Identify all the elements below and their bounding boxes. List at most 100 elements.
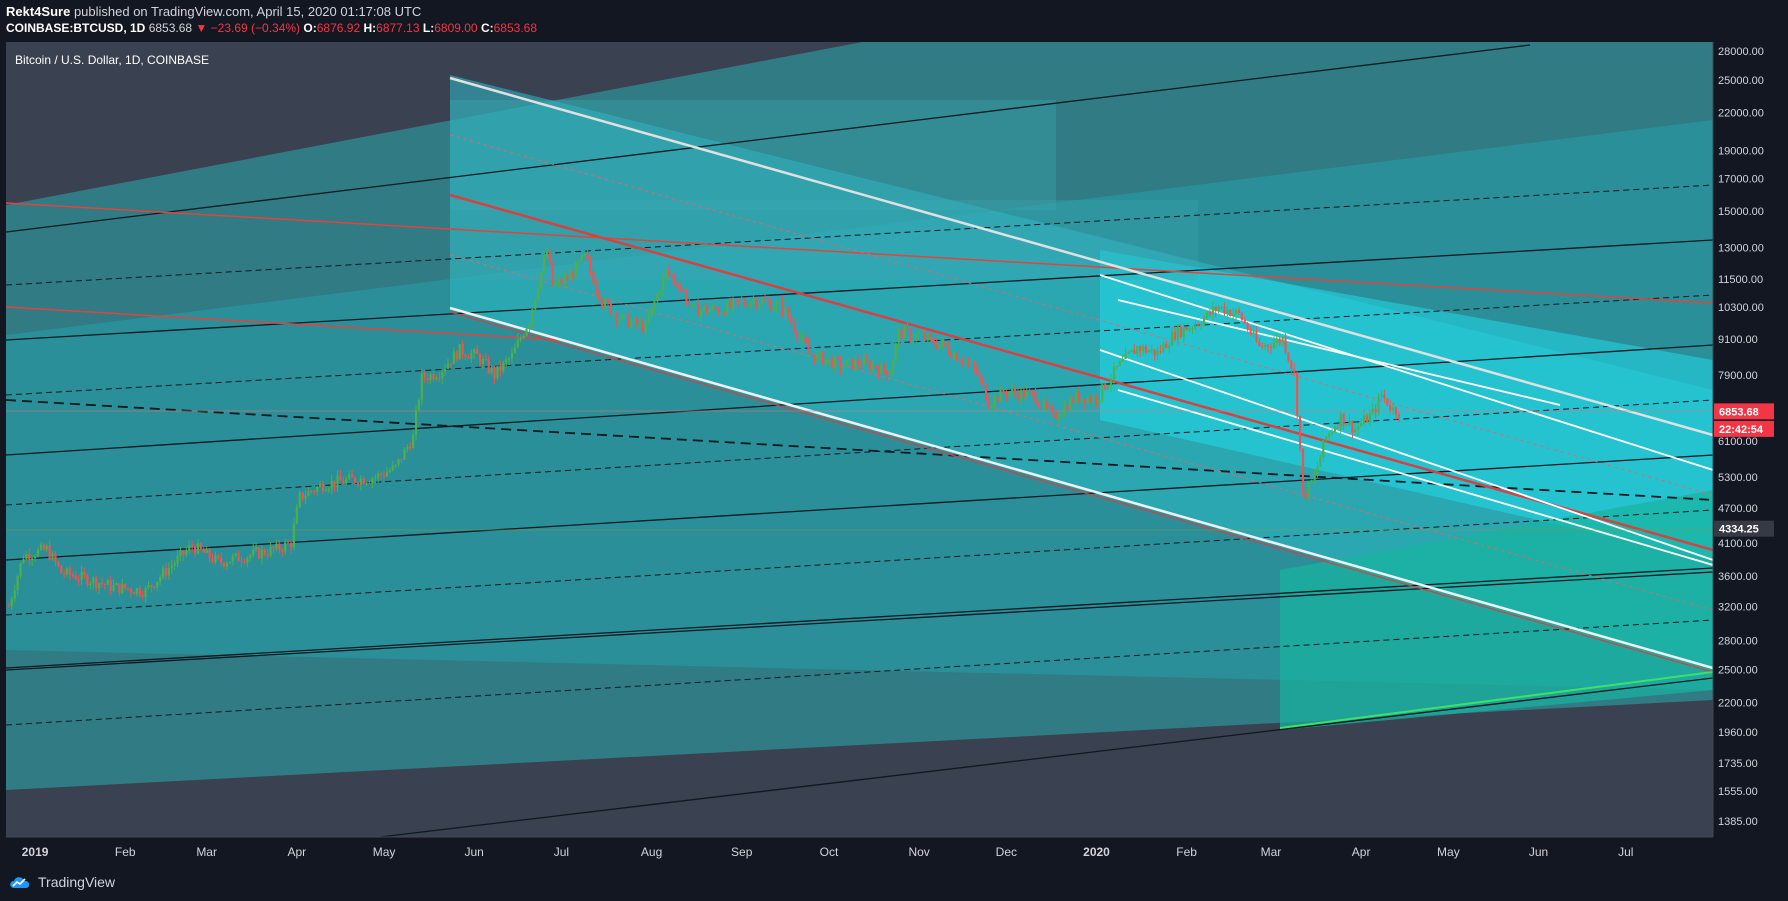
tradingview-logo[interactable]: TradingView xyxy=(8,874,115,890)
price-label-text: 6853.68 xyxy=(1719,406,1759,418)
candle xyxy=(1371,403,1374,416)
candle xyxy=(571,268,575,284)
time-tick-label: Aug xyxy=(641,845,662,859)
price-axis[interactable]: 28000.00 25000.00 22000.00 19000.00 17000.00… xyxy=(1718,46,1764,828)
candle xyxy=(490,365,493,376)
candle xyxy=(987,395,991,409)
candle xyxy=(461,340,464,359)
candle xyxy=(54,550,57,567)
candle xyxy=(1278,335,1281,347)
candle xyxy=(150,584,153,593)
candle xyxy=(1307,480,1310,501)
candle xyxy=(25,551,28,561)
candle xyxy=(231,553,234,566)
candle xyxy=(1139,345,1142,358)
candle xyxy=(775,299,778,315)
candle xyxy=(848,356,851,365)
candle xyxy=(1054,407,1057,421)
candle xyxy=(999,385,1002,402)
candle xyxy=(510,347,514,364)
candle xyxy=(1322,440,1325,463)
price-tick-label: 17000.00 xyxy=(1718,174,1764,186)
candle xyxy=(755,296,758,311)
candle xyxy=(7,602,11,608)
candle xyxy=(420,368,423,406)
time-tick-label: Apr xyxy=(1352,845,1371,859)
price-tick-label: 15000.00 xyxy=(1718,206,1764,218)
candle xyxy=(714,301,717,313)
candle xyxy=(42,542,45,551)
candle xyxy=(1249,326,1252,337)
candle xyxy=(1153,349,1156,361)
candle xyxy=(458,343,461,360)
candle xyxy=(580,254,583,263)
candle xyxy=(856,354,860,370)
candle xyxy=(601,298,604,310)
candle xyxy=(159,574,162,586)
candle xyxy=(952,347,956,360)
candle xyxy=(1008,391,1011,399)
candle xyxy=(45,543,48,552)
price-tick-label: 1555.00 xyxy=(1718,786,1758,798)
candle xyxy=(1301,448,1305,498)
price-tick-label: 22000.00 xyxy=(1718,108,1764,120)
candle xyxy=(1226,306,1229,319)
time-axis[interactable]: 2019 Feb Mar Apr May Jun Jul Aug Sep Oct Nov Dec 202… xyxy=(22,845,1634,859)
candle xyxy=(223,561,226,570)
candle xyxy=(141,590,144,600)
candle xyxy=(935,338,938,350)
time-tick-label: Feb xyxy=(1176,845,1197,859)
candle xyxy=(1275,333,1278,349)
candle xyxy=(749,301,752,309)
candle xyxy=(176,550,179,567)
candle xyxy=(1333,424,1337,434)
time-tick-label: Feb xyxy=(115,845,136,859)
candle xyxy=(304,489,307,505)
candle xyxy=(1194,320,1197,331)
candle xyxy=(333,480,336,493)
candle xyxy=(243,558,246,565)
candle xyxy=(1168,343,1171,354)
candle xyxy=(1019,386,1022,406)
author-name[interactable]: Rekt4Sure xyxy=(6,4,71,19)
candle xyxy=(342,476,345,484)
candle xyxy=(240,556,243,568)
candle xyxy=(537,284,540,302)
candle xyxy=(406,444,409,453)
candle xyxy=(976,360,979,378)
candle xyxy=(156,581,159,592)
candle xyxy=(71,572,74,578)
published-text: published on TradingView.com, April 15, … xyxy=(73,4,422,19)
candle xyxy=(374,474,377,485)
candle xyxy=(16,574,19,596)
candle xyxy=(144,585,147,603)
candle xyxy=(1176,323,1180,346)
candle xyxy=(557,274,560,289)
symbol-label[interactable]: COINBASE:BTCUSD, 1D xyxy=(6,21,146,35)
candle xyxy=(1188,324,1191,332)
candle xyxy=(1380,389,1383,401)
candle xyxy=(95,575,98,592)
candle xyxy=(1339,411,1342,434)
candle xyxy=(281,547,284,557)
candle xyxy=(752,293,755,309)
candle xyxy=(1098,399,1101,410)
candle xyxy=(106,578,109,585)
candle xyxy=(670,273,674,283)
candle xyxy=(923,328,927,342)
price-tick-label: 3200.00 xyxy=(1718,601,1758,613)
candle xyxy=(1197,322,1200,328)
candle xyxy=(961,356,964,368)
candle xyxy=(193,544,197,557)
candle xyxy=(470,348,473,363)
candle xyxy=(1293,362,1296,376)
candle xyxy=(1104,383,1107,391)
candle xyxy=(1112,361,1116,386)
candle xyxy=(1191,326,1194,334)
candle xyxy=(679,283,682,293)
candle xyxy=(728,297,732,309)
price-label: 6853.68 xyxy=(1714,403,1774,420)
candle xyxy=(1069,394,1072,412)
candle xyxy=(301,492,304,502)
